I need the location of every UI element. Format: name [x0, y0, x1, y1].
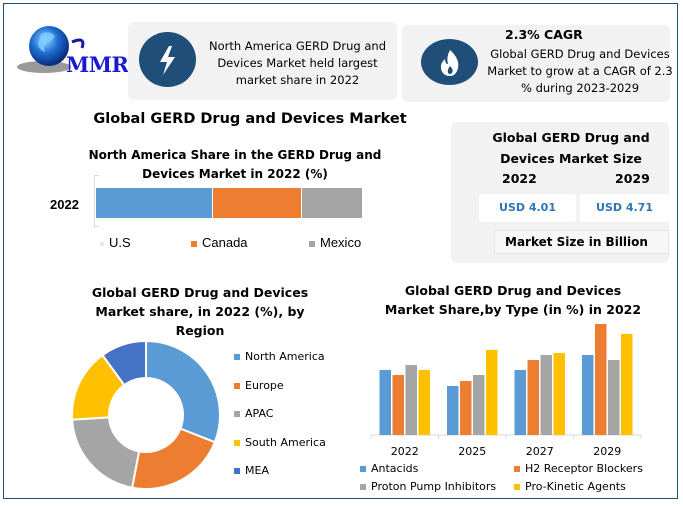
legend-label: APAC	[245, 407, 274, 420]
bar-segment-mexico	[302, 188, 362, 218]
legend-swatch	[234, 382, 240, 389]
bar-h2-receptor-blockers-2025	[460, 381, 472, 435]
legend-swatch	[514, 484, 520, 490]
globe-icon	[17, 26, 85, 73]
market-size-title: Global GERD Drug and Devices Market Size	[492, 130, 650, 166]
bar-antacids-2029	[582, 355, 594, 435]
legend-swatch	[234, 354, 240, 360]
main-title: Global GERD Drug and Devices Market	[93, 111, 407, 127]
market-size-value-2022: USD 4.01	[479, 194, 576, 222]
donut-slice-europe	[130, 427, 217, 490]
bar-pro-kinetic-agents-2027	[553, 353, 565, 435]
bar-h2-receptor-blockers-2022	[392, 375, 404, 435]
bar-proton-pump-inhibitors-2025	[473, 375, 485, 435]
market-size-year-2022: 2022	[502, 171, 537, 186]
x-tick-label: 2025	[458, 445, 486, 458]
legend-swatch	[234, 411, 240, 417]
legend-swatch-us	[100, 241, 104, 246]
bar-antacids-2022	[379, 370, 391, 435]
bar-proton-pump-inhibitors-2022	[405, 365, 417, 435]
market-size-value-2029: USD 4.71	[580, 194, 669, 222]
legend-label: MEA	[245, 464, 269, 477]
region-donut-chart	[71, 339, 221, 490]
type-chart-title: Global GERD Drug and Devices Market Shar…	[384, 283, 642, 317]
y-axis-tick-bottom	[94, 226, 99, 227]
y-tick-2022: 2022	[50, 197, 79, 212]
cagr-heading: 2.3% CAGR	[505, 27, 583, 42]
flame-icon-badge	[421, 39, 478, 85]
donut-slice-mea	[101, 339, 147, 387]
legend-label: Europe	[245, 378, 284, 392]
donut-slice-north-america	[145, 339, 221, 444]
infographic-frame	[3, 3, 678, 499]
legend-south-america: South America	[234, 436, 326, 449]
bar-antacids-2025	[447, 386, 459, 435]
legend-swatch-mexico	[309, 240, 315, 247]
donut-slice-apac	[71, 416, 141, 489]
legend-label: Pro-Kinetic Agents	[525, 480, 626, 493]
bar-segment-canada	[213, 188, 301, 218]
lightning-icon-badge	[139, 32, 196, 87]
legend-pro-kinetic-agents: Pro-Kinetic Agents	[514, 480, 626, 493]
legend-swatch	[360, 484, 366, 490]
legend-swatch	[514, 466, 520, 472]
region-chart-title: Global GERD Drug and Devices Market shar…	[91, 285, 309, 338]
legend-proton-pump-inhibitors: Proton Pump Inhibitors	[360, 480, 496, 493]
bar-pro-kinetic-agents-2025	[486, 350, 498, 435]
market-size-unit-label: Market Size in Billion	[494, 230, 669, 254]
flame-icon	[440, 50, 459, 76]
legend-europe: Europe	[234, 379, 284, 392]
bar-pro-kinetic-agents-2029	[621, 334, 633, 435]
bar-h2-receptor-blockers-2029	[595, 324, 607, 435]
legend-label: South America	[245, 435, 326, 449]
lightning-icon	[160, 46, 175, 75]
bar-proton-pump-inhibitors-2027	[540, 355, 552, 435]
legend-north-america: North America	[234, 350, 325, 363]
legend-mexico: Mexico	[309, 235, 361, 250]
y-axis-tick-top	[94, 175, 99, 176]
cagr-text: Global GERD Drug and Devices Market to g…	[487, 47, 673, 95]
legend-label: North America	[245, 350, 325, 363]
y-axis-line	[94, 175, 95, 227]
legend-label: Antacids	[371, 462, 419, 475]
legend-swatch	[234, 468, 240, 474]
legend-label: H2 Receptor Blockers	[525, 462, 643, 475]
mmr-logo: MMR	[14, 22, 132, 82]
na-share-chart: 2022	[40, 175, 400, 255]
market-size-year-2029: 2029	[615, 171, 650, 186]
type-bar-chart: 2022 2025 2027 2029	[370, 324, 642, 458]
na-share-chart-title: North America Share in the GERD Drug and…	[88, 148, 382, 181]
x-tick-label: 2029	[593, 445, 621, 458]
bar-segment-u-s	[96, 188, 212, 218]
legend-apac: APAC	[234, 407, 273, 420]
bar-proton-pump-inhibitors-2029	[608, 360, 620, 435]
legend-label: Proton Pump Inhibitors	[371, 480, 497, 493]
legend-mea: MEA	[234, 464, 269, 477]
legend-swatch-canada	[191, 240, 197, 247]
largest-share-text: North America GERD Drug and Devices Mark…	[208, 39, 387, 87]
legend-us: U.S	[100, 235, 131, 250]
legend-swatch	[360, 466, 366, 472]
bar-pro-kinetic-agents-2022	[418, 370, 430, 435]
x-tick-label: 2022	[391, 445, 419, 458]
legend-swatch	[234, 439, 240, 446]
bar-antacids-2027	[514, 370, 526, 435]
legend-h2-receptor-blockers: H2 Receptor Blockers	[514, 462, 643, 475]
legend-antacids: Antacids	[360, 462, 418, 475]
legend-canada: Canada	[191, 235, 248, 250]
bar-h2-receptor-blockers-2027	[527, 360, 539, 435]
logo-text: MMR	[66, 52, 129, 77]
x-tick-label: 2027	[526, 445, 554, 458]
